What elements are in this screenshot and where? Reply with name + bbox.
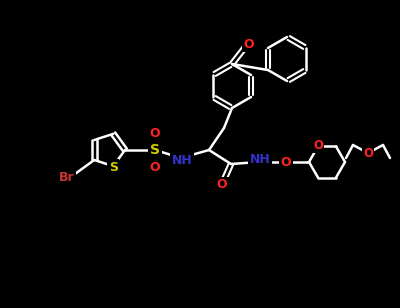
Text: NH: NH — [250, 152, 270, 165]
Text: O: O — [313, 139, 323, 152]
Text: Br: Br — [59, 171, 75, 184]
Text: O: O — [281, 156, 291, 168]
Text: NH: NH — [172, 153, 192, 167]
Text: O: O — [150, 127, 160, 140]
Text: O: O — [363, 147, 373, 160]
Text: O: O — [244, 38, 254, 51]
Text: S: S — [150, 143, 160, 157]
Text: S: S — [109, 161, 118, 174]
Text: O: O — [217, 179, 227, 192]
Text: O: O — [150, 160, 160, 173]
